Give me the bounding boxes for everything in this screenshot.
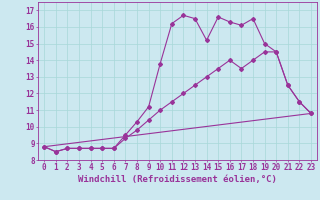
X-axis label: Windchill (Refroidissement éolien,°C): Windchill (Refroidissement éolien,°C) xyxy=(78,175,277,184)
